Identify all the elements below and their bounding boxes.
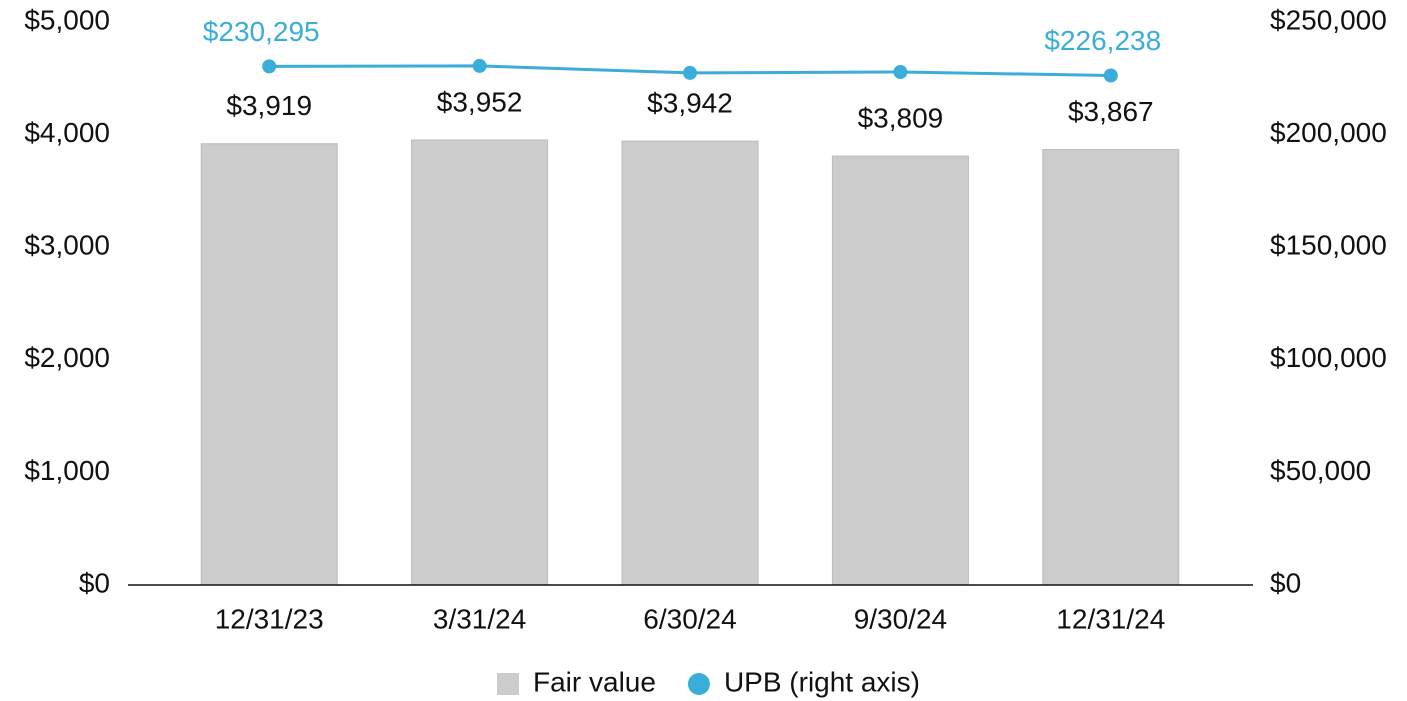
line-point xyxy=(1103,68,1118,83)
y2-tick-label: $250,000 xyxy=(1270,4,1387,35)
bar-value-label: $3,919 xyxy=(226,90,312,121)
y2-tick-label: $200,000 xyxy=(1270,117,1387,148)
y-tick-label: $3,000 xyxy=(24,230,110,261)
line-value-label: $226,238 xyxy=(1044,25,1161,56)
bar xyxy=(200,143,338,586)
y2-tick-label: $100,000 xyxy=(1270,342,1387,373)
x-tick-label: 9/30/24 xyxy=(854,603,947,634)
y-tick-label: $1,000 xyxy=(24,455,110,486)
line-point xyxy=(262,59,277,74)
line-point xyxy=(472,58,487,73)
x-tick-label: 12/31/24 xyxy=(1056,603,1165,634)
bar xyxy=(831,155,969,586)
bar-value-label: $3,942 xyxy=(647,88,733,119)
bar xyxy=(621,140,759,586)
x-tick-label: 12/31/23 xyxy=(215,603,324,634)
bar-value-label: $3,867 xyxy=(1068,96,1154,127)
bar-value-label: $3,809 xyxy=(858,102,944,133)
legend-swatch xyxy=(687,673,710,695)
y-tick-label: $0 xyxy=(79,567,110,598)
legend-swatch xyxy=(497,673,519,695)
y2-tick-label: $0 xyxy=(1270,567,1301,598)
line-value-label: $230,295 xyxy=(203,16,320,47)
x-tick-label: 6/30/24 xyxy=(643,603,736,634)
y-tick-label: $2,000 xyxy=(24,342,110,373)
y-tick-label: $4,000 xyxy=(24,117,110,148)
line-point xyxy=(893,64,908,79)
x-tick-label: 3/31/24 xyxy=(433,603,526,634)
y2-tick-label: $50,000 xyxy=(1270,455,1371,486)
bar-value-label: $3,952 xyxy=(437,86,523,117)
legend-label: Fair value xyxy=(533,666,656,697)
y-tick-label: $5,000 xyxy=(24,4,110,35)
legend-label: UPB (right axis) xyxy=(724,666,920,697)
y2-tick-label: $150,000 xyxy=(1270,230,1387,261)
bar xyxy=(411,139,549,586)
bar xyxy=(1042,149,1180,586)
line-point xyxy=(683,65,697,80)
